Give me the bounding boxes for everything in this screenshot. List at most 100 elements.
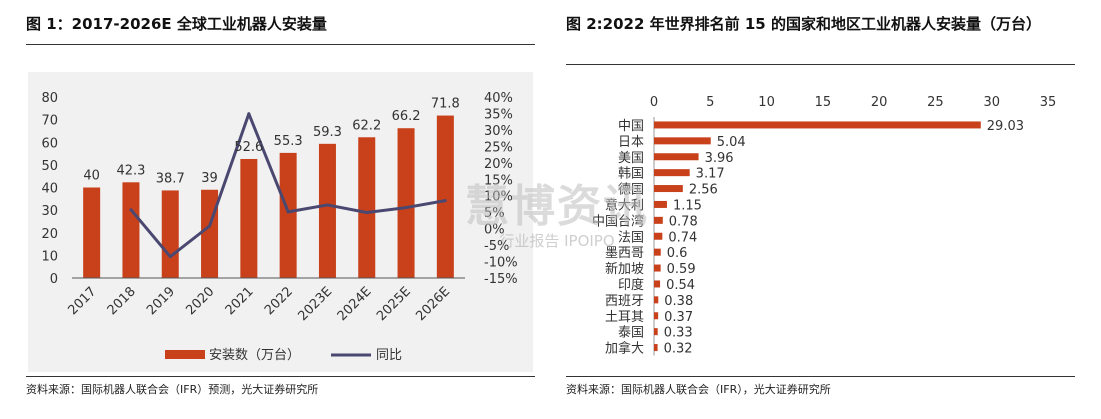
data-label-2025E: 66.2 (392, 109, 421, 124)
right-tick-label: -15% (484, 272, 518, 287)
x-tick-label-2018: 2018 (105, 284, 139, 318)
data-label-意大利: 1.15 (673, 198, 702, 213)
bar-印度 (654, 280, 661, 288)
x-tick-label-2019: 2019 (144, 284, 178, 318)
x-tick-label: 25 (927, 95, 944, 110)
x-tick-label-2020: 2020 (183, 284, 217, 318)
data-label-泰国: 0.33 (664, 326, 693, 341)
data-label-中国: 29.03 (987, 119, 1024, 134)
bar-墨西哥 (654, 248, 661, 256)
data-label-2024E: 62.2 (352, 118, 381, 133)
x-tick-label: 0 (650, 95, 658, 110)
bar-2017 (83, 187, 101, 278)
x-tick-label: 5 (706, 95, 714, 110)
x-tick-label-2026E: 2026E (413, 284, 453, 324)
bar-2021 (240, 158, 258, 278)
data-label-中国台湾: 0.78 (669, 214, 698, 229)
yoy-point-2020 (208, 224, 212, 228)
x-tick-label-2022: 2022 (262, 284, 296, 318)
bar-2026E (436, 115, 454, 279)
figure-1-panel: 图 1：2017-2026E 全球工业机器人安装量 40 42.3 38.7 39 52… (0, 0, 535, 419)
data-label-韩国: 3.17 (696, 167, 725, 182)
bar-德国 (654, 185, 683, 193)
figure-1-top-rule (26, 44, 535, 45)
yoy-point-2025E (404, 206, 408, 210)
yoy-point-2018 (129, 208, 133, 212)
left-tick-label: 60 (41, 136, 58, 151)
bar-2020 (201, 189, 219, 278)
left-tick-label: 70 (41, 114, 58, 129)
yoy-point-2024E (365, 211, 369, 215)
bar-美国 (654, 153, 699, 161)
figure-2-source: 资料来源：国际机器人联合会（IFR），光大证券研究所 (566, 383, 831, 396)
left-tick-label: 50 (41, 159, 58, 174)
category-label-印度: 印度 (618, 277, 644, 293)
yoy-point-2022 (286, 210, 290, 214)
bar-西班牙 (654, 296, 659, 304)
data-label-2019: 38.7 (156, 171, 185, 186)
bar-2022 (279, 152, 297, 278)
bar-泰国 (654, 328, 658, 336)
data-label-2021: 52.6 (234, 140, 263, 155)
figure-2-chart: 0 5 10 15 20 25 30 35 中国日本美国韩国德国意大利中国台湾法国墨西哥新加坡… (592, 95, 1056, 357)
bar-2018 (122, 182, 140, 278)
left-tick-label: 30 (41, 204, 58, 219)
right-tick-label: 30% (484, 124, 513, 139)
bar-新加坡 (654, 264, 661, 272)
data-label-印度: 0.54 (666, 278, 695, 293)
figure-1-source: 资料来源：国际机器人联合会（IFR）预测，光大证券研究所 (26, 383, 319, 396)
bar-加拿大 (654, 344, 658, 352)
right-tick-label: 35% (484, 107, 513, 122)
bar-意大利 (654, 200, 667, 208)
left-tick-label: 80 (41, 91, 58, 106)
legend-line-label: 同比 (376, 348, 402, 363)
left-tick-label: 20 (41, 227, 58, 242)
left-tick-label: 40 (41, 182, 58, 197)
right-tick-label: 25% (484, 140, 513, 155)
category-label-土耳其: 土耳其 (605, 310, 644, 325)
left-tick-label: 0 (50, 272, 58, 287)
right-tick-label: -5% (484, 239, 509, 254)
data-label-2022: 55.3 (274, 134, 303, 149)
data-label-土耳其: 0.37 (664, 310, 693, 325)
figure-1-title: 图 1：2017-2026E 全球工业机器人安装量 (26, 15, 327, 33)
data-label-美国: 3.96 (705, 151, 734, 166)
yoy-point-2023E (325, 203, 329, 207)
bar-法国 (654, 232, 663, 240)
category-label-西班牙: 西班牙 (605, 294, 644, 309)
bar-2024E (358, 137, 376, 278)
data-label-日本: 5.04 (717, 135, 746, 150)
category-label-泰国: 泰国 (618, 326, 644, 341)
bar-2025E (397, 128, 415, 278)
yoy-point-2019 (168, 255, 172, 259)
right-tick-label: 40% (484, 91, 513, 106)
figure-2-top-rule (566, 64, 1075, 65)
x-tick-label-2025E: 2025E (374, 284, 414, 324)
category-label-法国: 法国 (618, 230, 644, 245)
x-tick-label: 10 (758, 95, 775, 110)
right-tick-label: 10% (484, 190, 513, 205)
right-tick-label: 20% (484, 157, 513, 172)
category-label-韩国: 韩国 (618, 167, 644, 182)
bar-2019 (161, 190, 179, 278)
x-tick-label: 20 (871, 95, 888, 110)
category-label-德国: 德国 (618, 183, 644, 198)
yoy-point-2021 (247, 112, 251, 116)
left-tick-label: 10 (41, 249, 58, 264)
data-label-2017: 40 (83, 169, 100, 184)
right-tick-label: -10% (484, 256, 518, 271)
right-tick-label: 0% (484, 223, 505, 238)
category-label-中国台湾: 中国台湾 (592, 213, 644, 229)
data-label-2018: 42.3 (116, 163, 145, 178)
bar-中国台湾 (654, 216, 663, 224)
category-label-墨西哥: 墨西哥 (605, 246, 644, 261)
figure-1-bottom-rule (26, 376, 535, 377)
category-label-中国: 中国 (618, 119, 644, 134)
bar-中国 (654, 121, 981, 129)
x-tick-label: 30 (983, 95, 1000, 110)
x-tick-label-2021: 2021 (223, 284, 257, 318)
x-tick-label: 15 (815, 95, 832, 110)
figure-2-title: 图 2:2022 年世界排名前 15 的国家和地区工业机器人安装量（万台） (566, 15, 1041, 33)
data-label-墨西哥: 0.6 (667, 246, 688, 261)
bar-土耳其 (654, 312, 659, 320)
